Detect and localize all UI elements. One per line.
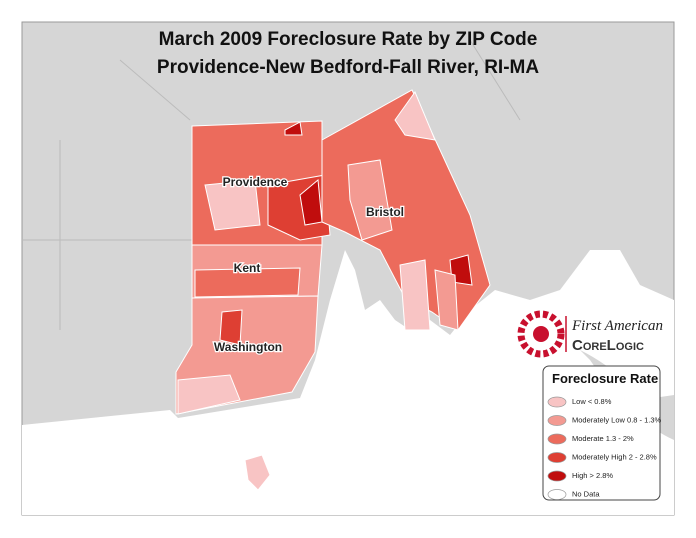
newport-island (399, 259, 431, 331)
newport-east (434, 269, 459, 331)
zip-low (204, 179, 261, 231)
legend-swatch (547, 470, 567, 482)
legend-box (542, 365, 661, 501)
logo-line2: CoreLogic (572, 337, 644, 354)
counties (175, 89, 491, 491)
zip-mod-high (219, 309, 243, 346)
title: March 2009 Foreclosure Rate by ZIP Code (159, 29, 538, 50)
logo-core (533, 326, 549, 342)
zip-low (394, 90, 436, 141)
legend-label: High > 2.8% (572, 471, 613, 480)
block-island (244, 454, 271, 491)
zip-high (284, 121, 303, 136)
logo: First American CoreLogic (517, 310, 663, 358)
logo-mark (517, 310, 565, 358)
legend-label: Moderately Low 0.8 - 1.3% (572, 415, 662, 424)
legend-swatch (547, 396, 567, 408)
legend-label: Moderate 1.3 - 2% (572, 434, 634, 443)
county-label: Bristol (366, 205, 404, 219)
subtitle: Providence-New Bedford-Fall River, RI-MA (157, 57, 539, 78)
county-label: Kent (234, 261, 261, 275)
legend-label: No Data (572, 489, 600, 498)
legend-title: Foreclosure Rate (552, 371, 658, 386)
legend-swatch (547, 433, 567, 445)
legend-label: Moderately High 2 - 2.8% (572, 452, 657, 461)
zip-low (177, 374, 241, 415)
state-lines (22, 39, 521, 330)
county-label: Washington (214, 340, 282, 354)
legend-swatch (547, 415, 567, 426)
zip-mod-low (347, 159, 393, 241)
logo-line1: First American (571, 318, 663, 334)
legend-label: Low < 0.8% (572, 397, 612, 406)
legend: Foreclosure Rate Low < 0.8% Moderately Lo… (542, 365, 662, 501)
county-label: Providence (223, 175, 288, 189)
zip-moderate (194, 267, 301, 298)
legend-swatch (547, 452, 567, 463)
legend-swatch (547, 489, 567, 500)
ocean (22, 250, 674, 515)
